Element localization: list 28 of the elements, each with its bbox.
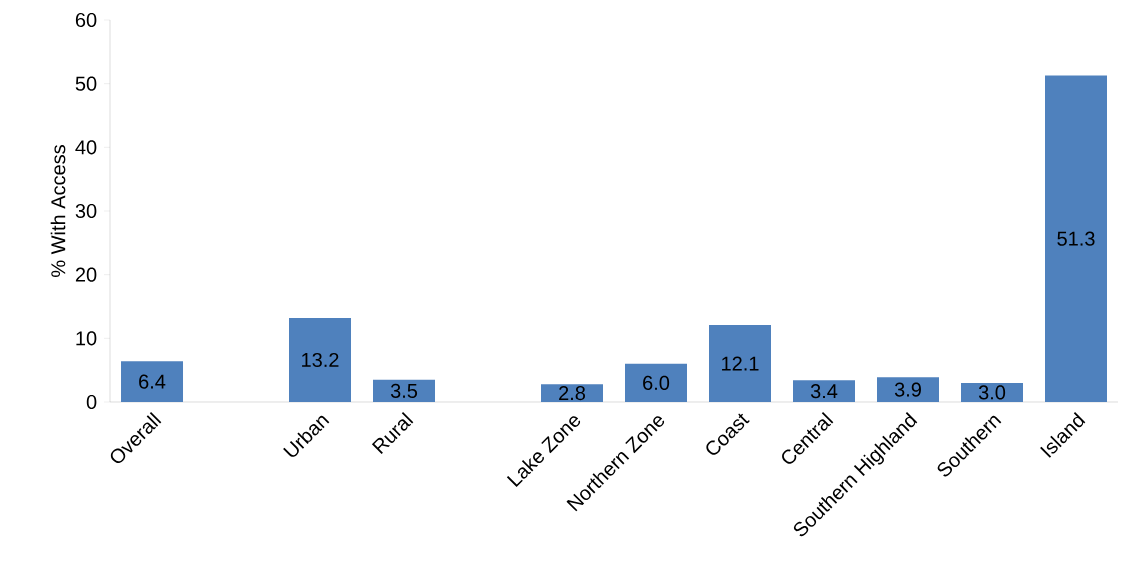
data-label: 51.3: [1057, 231, 1095, 246]
y-tick-label: 10: [76, 331, 97, 346]
bar: [625, 363, 687, 402]
data-label: 12.1: [722, 356, 759, 371]
data-label: 3.4: [810, 384, 838, 399]
bar: [1045, 75, 1107, 402]
bar: [289, 317, 352, 402]
bar: [709, 324, 771, 402]
bar: [541, 384, 604, 402]
bar: [877, 377, 939, 402]
data-label: 6.0: [643, 375, 670, 390]
data-label: 3.0: [978, 385, 1006, 400]
y-tick-label: 50: [75, 76, 97, 91]
y-axis-title: % With Access: [50, 145, 66, 277]
data-label: 2.8: [559, 386, 586, 401]
y-tick-label: 20: [75, 267, 97, 282]
data-label: 13.2: [302, 352, 339, 368]
bar: [793, 380, 855, 402]
data-label: 6.4: [139, 374, 166, 389]
y-tick-label: 0: [86, 394, 97, 410]
data-label: 3.9: [894, 382, 921, 397]
y-tick-label: 30: [75, 203, 97, 219]
y-tick-label: 60: [75, 12, 97, 28]
bar: [121, 361, 184, 402]
data-label: 3.5: [390, 383, 418, 398]
bar: [961, 382, 1023, 402]
bar: [373, 379, 436, 402]
y-tick-label: 40: [75, 140, 97, 155]
